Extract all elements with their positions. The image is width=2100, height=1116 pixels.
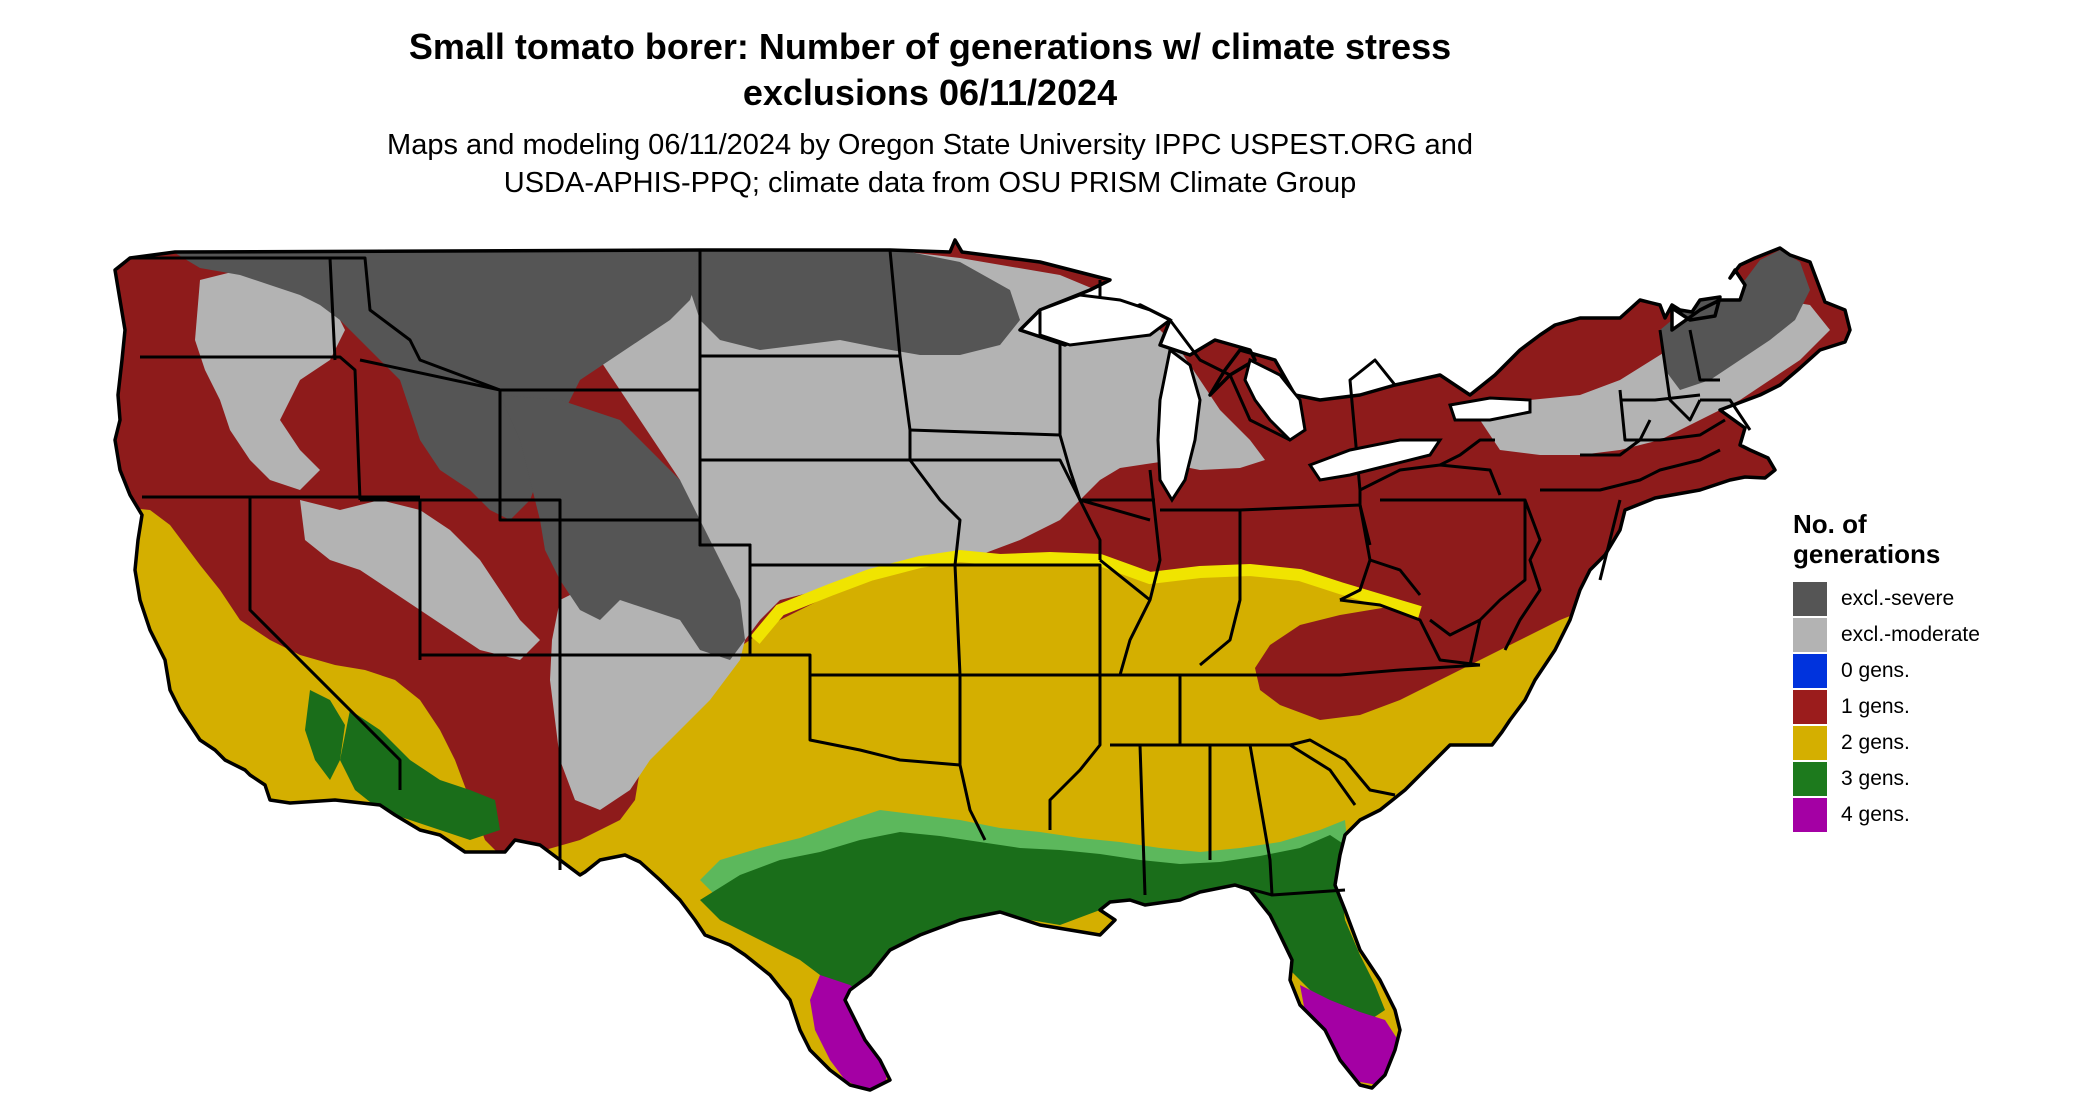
legend-item-1-gens: 1 gens.: [1793, 689, 2053, 725]
legend-item-0-gens: 0 gens.: [1793, 653, 2053, 689]
legend-label: excl.-moderate: [1841, 623, 1980, 646]
great-lakes: [1038, 293, 1532, 503]
legend-swatch: [1793, 798, 1827, 832]
zone-excl-severe-plains: [690, 250, 1020, 355]
legend-label: excl.-severe: [1841, 587, 1955, 610]
lake-ontario: [1448, 396, 1532, 422]
zone-3-gens-california: [305, 690, 345, 780]
legend-swatch: [1793, 726, 1827, 760]
lake-erie: [1307, 438, 1443, 482]
legend-title-line-2: generations: [1793, 539, 1941, 569]
legend-item-3-gens: 3 gens.: [1793, 761, 2053, 797]
zone-excl-moderate-west: [195, 270, 345, 490]
title-line-2: exclusions 06/11/2024: [742, 72, 1118, 113]
legend-item-2-gens: 2 gens.: [1793, 725, 2053, 761]
map-title: Small tomato borer: Number of generation…: [0, 24, 1860, 116]
lake-michigan: [1156, 347, 1202, 503]
legend: No. of generations excl.-severe excl.-mo…: [1793, 509, 2053, 833]
subtitle-line-2: USDA-APHIS-PPQ; climate data from OSU PR…: [503, 167, 1357, 199]
zone-2-gens-edge: [750, 549, 1422, 644]
map-subtitle: Maps and modeling 06/11/2024 by Oregon S…: [0, 126, 1860, 202]
zone-3-gens-south: [700, 832, 1385, 1020]
lake-superior: [1038, 293, 1173, 347]
legend-swatch: [1793, 762, 1827, 796]
zone-4-gens-florida: [1300, 985, 1398, 1085]
subtitle-line-1: Maps and modeling 06/11/2024 by Oregon S…: [387, 129, 1473, 161]
generation-zones: [115, 240, 1850, 1090]
legend-swatch: [1793, 654, 1827, 688]
legend-label: 2 gens.: [1841, 731, 1910, 754]
legend-title-line-1: No. of: [1793, 509, 1867, 539]
zone-excl-severe-rockies: [170, 250, 700, 520]
legend-label: 3 gens.: [1841, 767, 1910, 790]
state-borders: [130, 249, 1752, 897]
title-line-1: Small tomato borer: Number of generation…: [408, 26, 1452, 67]
legend-swatch: [1793, 690, 1827, 724]
zone-excl-moderate: [540, 250, 1265, 650]
legend-title: No. of generations: [1793, 509, 2053, 569]
lake-huron: [1243, 357, 1307, 442]
legend-label: 4 gens.: [1841, 803, 1910, 826]
legend-label: 0 gens.: [1841, 659, 1910, 682]
zone-excl-severe-maine: [1660, 250, 1810, 390]
legend-item-excl-severe: excl.-severe: [1793, 581, 2053, 617]
zone-excl-severe-colorado: [500, 395, 745, 660]
legend-item-excl-moderate: excl.-moderate: [1793, 617, 2053, 653]
legend-label: 1 gens.: [1841, 695, 1910, 718]
legend-item-4-gens: 4 gens.: [1793, 797, 2053, 833]
legend-swatch: [1793, 582, 1827, 616]
legend-swatch: [1793, 618, 1827, 652]
